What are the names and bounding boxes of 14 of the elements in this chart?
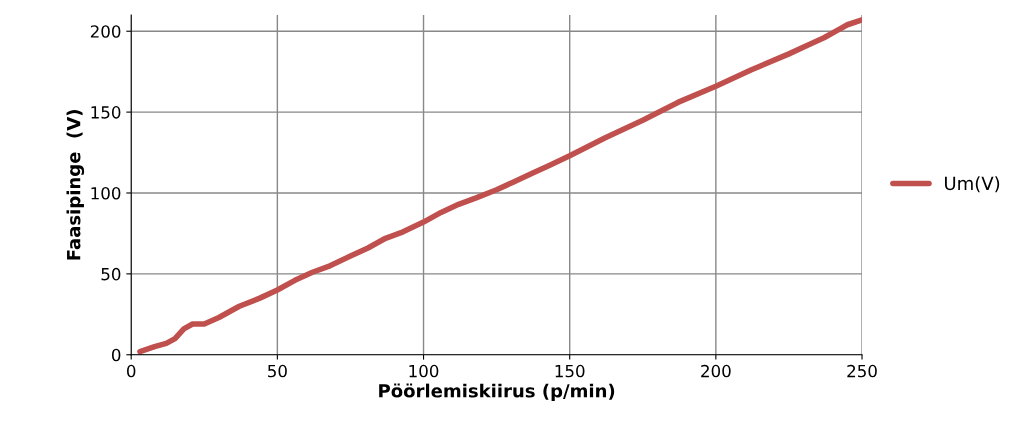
y-tick-label: 200 <box>90 25 121 38</box>
legend-label: Um(V) <box>945 176 1000 193</box>
y-tick-label: 100 <box>91 186 121 200</box>
y-tick-label: 50 <box>101 267 121 281</box>
x-tick-label: 250 <box>847 364 877 378</box>
x-tick-label: 0 <box>127 364 136 378</box>
y-tick-label: 0 <box>111 348 121 362</box>
y-tick-label: 150 <box>91 106 121 119</box>
y-axis-title: Faasipinge (V) <box>66 110 85 260</box>
x-tick-label: 50 <box>268 364 287 378</box>
x-axis-title: Pöörlemiskiirus (p/min) <box>379 383 615 402</box>
x-tick-label: 200 <box>701 364 731 378</box>
x-tick-label: 150 <box>555 364 585 378</box>
x-tick-label: 100 <box>409 364 439 378</box>
